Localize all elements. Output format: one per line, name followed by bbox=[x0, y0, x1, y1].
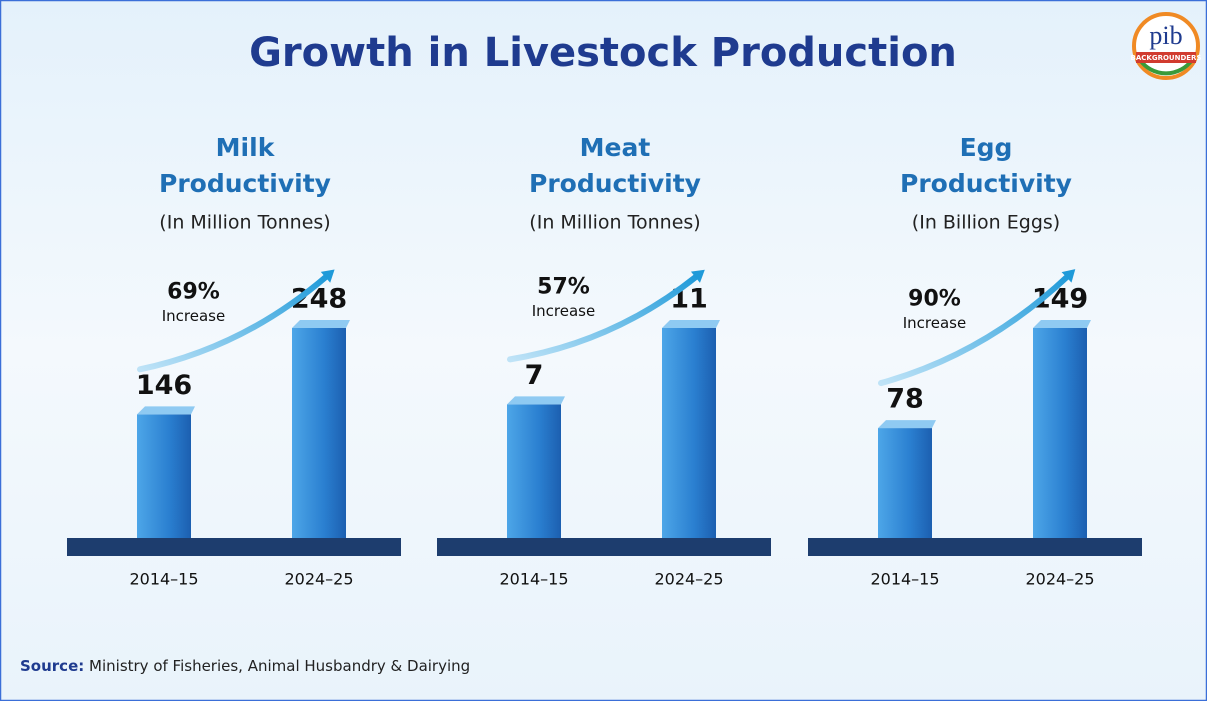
value-label: 11 bbox=[670, 284, 708, 315]
chart-title: Milk bbox=[216, 133, 276, 162]
bar-top bbox=[878, 420, 936, 429]
change-value: 69% bbox=[167, 280, 220, 305]
x-tick-label: 2024–25 bbox=[284, 570, 353, 589]
chart-title: Egg bbox=[960, 133, 1013, 162]
change-value: 90% bbox=[908, 287, 961, 312]
trend-arrow bbox=[137, 273, 330, 373]
chart-title: Productivity bbox=[159, 169, 331, 198]
x-tick-label: 2024–25 bbox=[1025, 570, 1094, 589]
chart-title: Productivity bbox=[900, 169, 1072, 198]
logo-tag: BACKGROUNDERS bbox=[1131, 54, 1202, 62]
bar-top bbox=[292, 320, 350, 328]
x-tick-label: 2014–15 bbox=[129, 570, 198, 589]
chart-panel: Egg Productivity (In Billion Eggs) 78 2014–1… bbox=[808, 133, 1142, 589]
value-label: 146 bbox=[136, 370, 192, 401]
source-label: Source: bbox=[20, 657, 84, 675]
arrow-head bbox=[1061, 269, 1076, 283]
chart-panel: Milk Productivity (In Million Tonnes) 146 20… bbox=[67, 133, 401, 589]
base-platform bbox=[67, 538, 401, 556]
source-text: Ministry of Fisheries, Animal Husbandry … bbox=[89, 657, 470, 675]
bar-top bbox=[1033, 320, 1091, 328]
base-platform bbox=[437, 538, 771, 556]
bar-top bbox=[662, 320, 720, 328]
logo-text: pib bbox=[1149, 21, 1182, 50]
source: Source: Ministry of Fisheries, Animal Hu… bbox=[20, 657, 470, 675]
x-tick-label: 2014–15 bbox=[870, 570, 939, 589]
trend-arrow bbox=[878, 273, 1071, 387]
chart-title: Productivity bbox=[529, 169, 701, 198]
arrow-head bbox=[690, 269, 705, 283]
logo: pib BACKGROUNDERS bbox=[1131, 12, 1202, 80]
logo-ring-green bbox=[1138, 58, 1194, 76]
bar bbox=[292, 328, 346, 538]
trend-arrow bbox=[507, 273, 700, 363]
chart-subtitle: (In Million Tonnes) bbox=[529, 212, 700, 234]
chart-subtitle: (In Billion Eggs) bbox=[912, 212, 1060, 234]
bar-top bbox=[507, 396, 565, 405]
bar bbox=[137, 414, 191, 538]
base-platform bbox=[808, 538, 1142, 556]
logo-band bbox=[1136, 52, 1196, 63]
change-value: 57% bbox=[537, 275, 590, 300]
chart-subtitle: (In Million Tonnes) bbox=[159, 212, 330, 234]
bar-top bbox=[137, 406, 195, 415]
x-tick-label: 2014–15 bbox=[499, 570, 568, 589]
bar bbox=[507, 404, 561, 538]
chart-panel: Meat Productivity (In Million Tonnes) 7 2014… bbox=[437, 133, 771, 589]
value-label: 78 bbox=[886, 384, 924, 415]
arrow-head bbox=[320, 269, 335, 283]
page-title: Growth in Livestock Production bbox=[249, 30, 957, 76]
chart-title: Meat bbox=[580, 133, 651, 162]
change-label: Increase bbox=[532, 302, 595, 320]
value-label: 7 bbox=[525, 360, 544, 391]
change-label: Increase bbox=[903, 314, 966, 332]
x-tick-label: 2024–25 bbox=[654, 570, 723, 589]
bar bbox=[662, 328, 716, 538]
change-label: Increase bbox=[162, 307, 225, 325]
bar bbox=[1033, 328, 1087, 538]
bar bbox=[878, 428, 932, 538]
